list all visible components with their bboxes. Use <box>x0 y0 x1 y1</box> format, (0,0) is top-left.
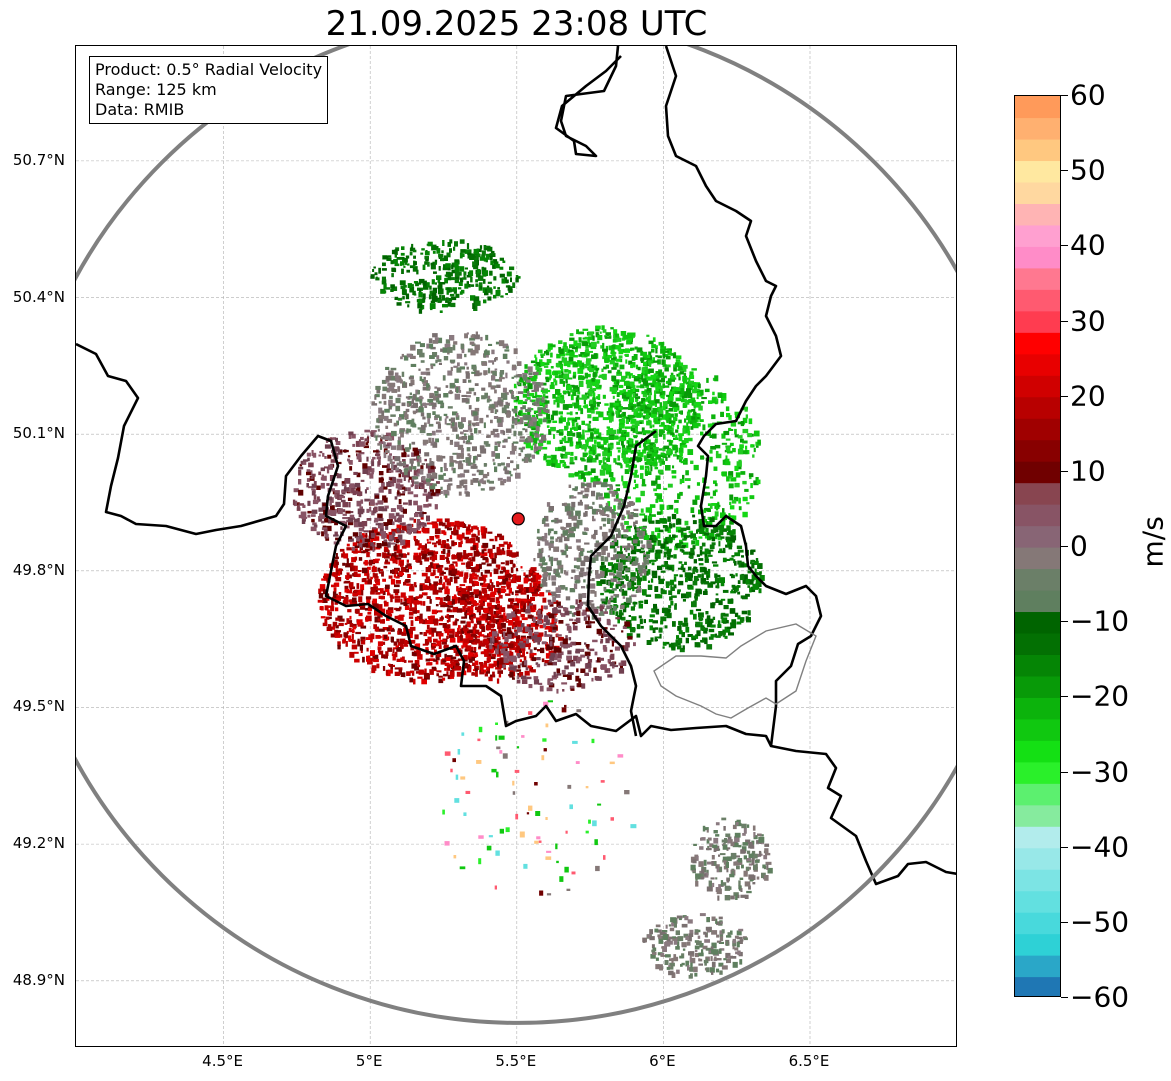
colorbar-tick <box>1061 921 1068 923</box>
colorbar-tick-label: 40 <box>1070 228 1106 262</box>
colorbar-tick <box>1061 621 1068 623</box>
colorbar-tick <box>1061 846 1068 848</box>
colorbar-tick <box>1061 771 1068 773</box>
colorbar-segment <box>1015 547 1060 570</box>
colorbar-tick <box>1061 245 1068 247</box>
colorbar-tick-label: 30 <box>1070 304 1106 337</box>
lon-tick-label: 5°E <box>355 1052 383 1070</box>
colorbar-segment <box>1015 654 1060 677</box>
colorbar-segment <box>1015 740 1060 763</box>
colorbar-segment <box>1015 353 1060 376</box>
colorbar-segment <box>1015 96 1060 119</box>
colorbar-segment <box>1015 589 1060 613</box>
lat-tick-label: 50.4°N <box>12 287 65 306</box>
colorbar-segment <box>1015 869 1060 892</box>
graticule <box>76 46 956 1046</box>
colorbar-segment <box>1015 632 1060 655</box>
country-borders <box>76 46 956 886</box>
colorbar-tick <box>1061 95 1068 96</box>
colorbar-segment <box>1015 718 1060 741</box>
colorbar-tick <box>1061 696 1068 698</box>
colorbar-segment <box>1015 955 1060 978</box>
colorbar-tick-label: 20 <box>1070 379 1106 413</box>
colorbar-segment <box>1015 525 1060 548</box>
colorbar-tick-label: 10 <box>1070 454 1106 488</box>
colorbar-segment <box>1015 890 1060 913</box>
colorbar-tick-label: −30 <box>1070 755 1130 788</box>
radar-site-marker[interactable] <box>511 512 525 526</box>
colorbar-tick-label: −60 <box>1070 980 1130 1014</box>
colorbar-segment <box>1015 568 1060 591</box>
colorbar-tick <box>1061 546 1068 547</box>
colorbar-segment <box>1015 418 1060 441</box>
info-range: Range: 125 km <box>95 80 217 99</box>
colorbar-tick-label: −50 <box>1070 905 1130 939</box>
colorbar-segment <box>1015 289 1060 312</box>
colorbar-segment <box>1015 267 1060 290</box>
info-product: Product: 0.5° Radial Velocity <box>95 60 323 79</box>
velocity-echoes <box>292 239 773 979</box>
colorbar-segment <box>1015 504 1060 527</box>
colorbar-tick <box>1061 470 1068 472</box>
colorbar-segment <box>1015 675 1060 698</box>
radar-map-canvas <box>76 46 956 1046</box>
colorbar-tick <box>1061 320 1068 322</box>
lon-tick-label: 6°E <box>649 1052 676 1070</box>
lon-tick-label: 4.5°E <box>202 1052 244 1070</box>
colorbar-tick <box>1061 395 1068 397</box>
lat-tick-label: 48.9°N <box>12 970 65 989</box>
colorbar-segment <box>1015 826 1060 849</box>
colorbar-segment <box>1015 611 1060 634</box>
colorbar-segment <box>1015 181 1060 204</box>
colorbar-tick-label: 50 <box>1070 153 1106 187</box>
colorbar-segment <box>1015 976 1060 996</box>
colorbar-segment <box>1015 310 1060 333</box>
colorbar-tick-label: −10 <box>1070 604 1130 638</box>
colorbar-tick-label: 60 <box>1070 78 1106 112</box>
colorbar-tick <box>1061 170 1068 172</box>
colorbar-segment <box>1015 160 1060 183</box>
colorbar-segment <box>1015 697 1060 720</box>
colorbar-segment <box>1015 482 1060 505</box>
lon-tick-label: 5.5°E <box>495 1052 537 1070</box>
colorbar-segment <box>1015 761 1060 784</box>
lon-tick-label: 6.5°E <box>788 1052 830 1070</box>
colorbar-segment <box>1015 138 1060 162</box>
colorbar-segment <box>1015 783 1060 806</box>
colorbar-segment <box>1015 332 1060 355</box>
colorbar-segment <box>1015 246 1060 269</box>
lat-tick-label: 50.7°N <box>12 150 65 169</box>
colorbar-unit-label: m/s <box>1136 516 1170 568</box>
chart-title: 21.09.2025 23:08 UTC <box>325 4 708 44</box>
colorbar-segment <box>1015 439 1060 462</box>
radar-map[interactable] <box>75 45 957 1047</box>
lat-tick-label: 50.1°N <box>12 424 65 443</box>
colorbar-segment <box>1015 396 1060 419</box>
info-data-source: Data: RMIB <box>95 100 185 119</box>
colorbar-segment <box>1015 224 1060 247</box>
lat-tick-label: 49.2°N <box>12 834 65 853</box>
colorbar-segment <box>1015 847 1060 870</box>
colorbar-segment <box>1015 203 1060 226</box>
colorbar-segment <box>1015 375 1060 398</box>
colorbar-segment <box>1015 933 1060 956</box>
colorbar-segment <box>1015 117 1060 140</box>
product-info-box: Product: 0.5° Radial Velocity Range: 125… <box>89 56 329 124</box>
range-ring <box>76 46 956 1025</box>
velocity-colorbar <box>1014 95 1061 997</box>
colorbar-segment <box>1015 461 1060 484</box>
colorbar-tick-label: 0 <box>1070 529 1088 563</box>
colorbar-segment <box>1015 804 1060 827</box>
colorbar-segment <box>1015 912 1060 935</box>
colorbar-tick-label: −40 <box>1070 830 1130 864</box>
colorbar-tick <box>1061 997 1068 998</box>
lat-tick-label: 49.8°N <box>12 560 65 579</box>
lat-tick-label: 49.5°N <box>12 697 65 716</box>
colorbar-tick-label: −20 <box>1070 679 1130 713</box>
